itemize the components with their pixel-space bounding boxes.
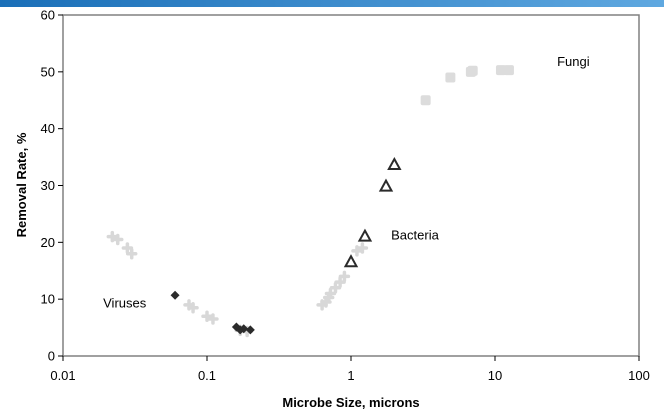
x-tick-label: 1 [347,368,354,383]
y-axis: 0 10 20 30 40 50 60 [41,8,63,364]
x-tick-label: 100 [628,368,650,383]
data-point [378,178,394,192]
y-tick-label: 50 [41,64,55,79]
data-point [112,233,124,246]
data-point [125,247,138,260]
plot-area [62,14,640,357]
data-point [503,65,514,76]
data-point [121,242,134,254]
x-axis-title: Microbe Size, microns [282,395,419,410]
data-point [356,242,369,254]
data-point [495,65,506,76]
data-point [245,325,255,335]
y-tick-label: 40 [41,121,55,136]
data-point [357,228,373,242]
x-tick-label: 10 [488,368,502,383]
data-point [324,287,337,300]
data-point [187,301,199,314]
data-point [329,282,342,294]
y-tick-label: 30 [41,178,55,193]
series-annotation: Bacteria [391,227,439,242]
data-point [343,254,359,268]
data-point [445,72,456,83]
data-point [387,156,402,171]
data-point [239,324,249,334]
annotations: Viruses Bacteria Fungi [103,54,590,311]
data-points [106,65,514,338]
y-tick-label: 60 [41,8,55,23]
data-point [420,95,431,106]
header-accent-bar [0,0,664,7]
y-tick-label: 10 [41,292,55,307]
x-axis: 0.01 0.1 1 10 100 [50,356,650,383]
data-point [201,310,213,322]
data-point [338,270,351,283]
data-point [170,290,180,300]
data-point [334,276,346,288]
y-tick-label: 0 [48,349,55,364]
x-tick-label: 0.01 [50,368,75,383]
x-tick-label: 0.1 [198,368,216,383]
series-annotation: Fungi [557,54,590,69]
y-axis-title: Removal Rate, % [14,132,29,237]
data-point [467,65,478,76]
series-annotation: Viruses [103,296,147,311]
data-point [207,313,219,325]
y-tick-label: 20 [41,235,55,250]
